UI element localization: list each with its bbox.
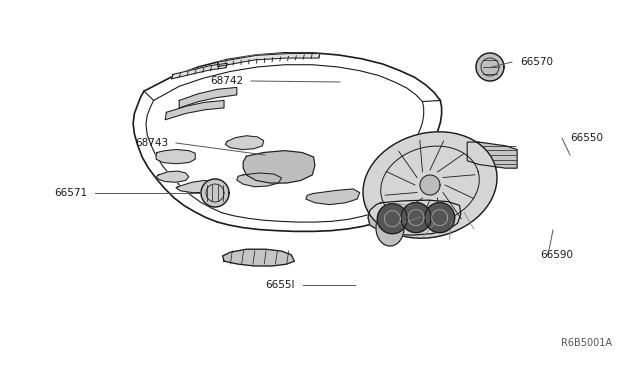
- Polygon shape: [368, 200, 461, 235]
- Polygon shape: [467, 142, 517, 168]
- Polygon shape: [165, 100, 224, 120]
- Polygon shape: [376, 210, 404, 246]
- Polygon shape: [176, 180, 221, 193]
- Polygon shape: [156, 150, 195, 164]
- Text: 68743: 68743: [135, 138, 168, 148]
- Polygon shape: [401, 203, 431, 232]
- Polygon shape: [172, 63, 227, 79]
- Polygon shape: [201, 179, 229, 207]
- Text: R6B5001A: R6B5001A: [561, 338, 612, 348]
- Text: 66570: 66570: [520, 57, 553, 67]
- Polygon shape: [363, 132, 497, 238]
- Text: 68742: 68742: [210, 76, 243, 86]
- Polygon shape: [218, 54, 320, 67]
- Polygon shape: [237, 173, 282, 187]
- Text: 66590: 66590: [540, 250, 573, 260]
- Polygon shape: [243, 151, 315, 183]
- Polygon shape: [306, 189, 360, 205]
- Polygon shape: [225, 136, 264, 150]
- Text: 66550: 66550: [570, 133, 603, 143]
- Polygon shape: [156, 171, 189, 182]
- Polygon shape: [425, 203, 454, 232]
- Text: 6655l: 6655l: [266, 280, 295, 290]
- Polygon shape: [179, 87, 237, 108]
- Polygon shape: [223, 249, 294, 266]
- Polygon shape: [476, 53, 504, 81]
- Circle shape: [420, 175, 440, 195]
- Text: 66571: 66571: [54, 188, 87, 198]
- Polygon shape: [378, 204, 407, 234]
